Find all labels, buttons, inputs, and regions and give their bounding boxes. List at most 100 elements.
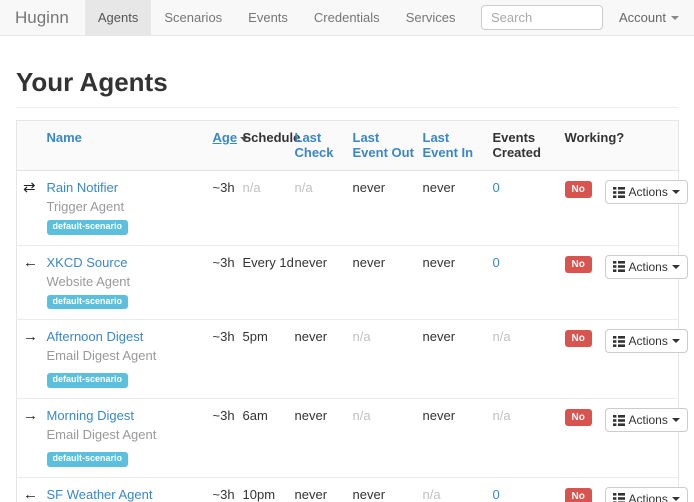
search-input[interactable] (481, 5, 604, 30)
last-event-in-cell: never (418, 398, 489, 478)
account-dropdown[interactable]: Account (619, 10, 679, 25)
nav-item-credentials[interactable]: Credentials (313, 10, 380, 25)
schedule-cell: Every 1d (238, 245, 294, 321)
age-cell: ~3h (208, 319, 239, 400)
actions-label: Actions (628, 334, 668, 349)
chevron-down-icon (671, 264, 680, 269)
nav-item-agents[interactable]: Agents (84, 0, 152, 35)
events-created-cell: n/a (488, 319, 561, 400)
left-arrow-icon: ← (23, 485, 38, 502)
main-nav: Agents Scenarios Events Credentials Serv… (84, 0, 469, 35)
agent-name-link[interactable]: Morning Digest (46, 408, 134, 424)
sort-by-last-event-out-link[interactable]: Last Event Out (352, 130, 414, 160)
sort-by-name-link[interactable]: Name (46, 130, 82, 145)
age-cell: ~3h (208, 170, 239, 246)
last-check-cell: never (290, 477, 349, 502)
exchange-arrows-icon: ⇄ (23, 179, 36, 196)
last-check-cell: never (290, 398, 349, 478)
table-row: ← SF Weather Agent Weather Agent default… (16, 477, 688, 502)
actions-column-header (600, 120, 679, 171)
agent-type-label: Email Digest Agent (46, 348, 157, 364)
working-status-badge: No (564, 181, 592, 198)
last-event-in-cell: never (418, 319, 489, 400)
events-created-column-header: Events Created (488, 120, 561, 171)
account-label: Account (619, 10, 666, 25)
actions-dropdown-button[interactable]: Actions (604, 254, 688, 279)
last-event-out-cell: never (348, 477, 419, 502)
right-arrow-icon: → (23, 407, 38, 425)
list-icon (612, 414, 625, 426)
last-event-out-cell: never (348, 245, 419, 321)
events-created-cell: n/a (488, 398, 561, 478)
agent-name-link[interactable]: SF Weather Agent (46, 486, 153, 502)
events-created-link[interactable]: 0 (492, 254, 500, 270)
scenario-badge[interactable]: default-scenario (46, 373, 129, 389)
scenario-badge[interactable]: default-scenario (46, 294, 129, 310)
last-check-cell: never (290, 245, 349, 321)
sort-by-last-check-link[interactable]: Last Check (294, 130, 334, 160)
scenario-badge[interactable]: default-scenario (46, 219, 129, 235)
last-event-in-cell: never (418, 170, 489, 246)
actions-label: Actions (628, 413, 668, 428)
agent-type-label: Website Agent (46, 273, 131, 289)
schedule-cell: 10pm (238, 477, 291, 502)
chevron-down-icon (671, 339, 680, 344)
actions-dropdown-button[interactable]: Actions (604, 180, 688, 204)
sort-by-last-event-in-link[interactable]: Last Event In (422, 130, 474, 160)
age-cell: ~3h (208, 398, 239, 478)
working-status-badge: No (564, 255, 592, 273)
last-check-cell: n/a (290, 170, 349, 246)
working-column-header: Working? (560, 120, 624, 171)
working-status-badge: No (564, 330, 592, 348)
actions-dropdown-button[interactable]: Actions (604, 486, 688, 502)
events-created-link[interactable]: 0 (492, 486, 500, 502)
agent-type-label: Email Digest Agent (46, 427, 157, 443)
navbar-right: Account (481, 0, 694, 35)
top-navbar: Huginn Agents Scenarios Events Credentia… (0, 0, 694, 36)
working-status-badge: No (564, 487, 592, 502)
actions-dropdown-button[interactable]: Actions (604, 408, 688, 433)
last-check-cell: never (290, 319, 349, 400)
last-event-in-cell: never (418, 245, 489, 321)
right-arrow-icon: → (23, 328, 38, 346)
table-header-row: Name Age Schedule Last Check Last Event … (16, 120, 679, 171)
age-cell: ~3h (208, 245, 239, 321)
chevron-down-icon (671, 15, 679, 20)
last-event-out-cell: n/a (348, 398, 419, 478)
list-icon (612, 261, 625, 273)
actions-dropdown-button[interactable]: Actions (604, 329, 688, 354)
agents-table: Name Age Schedule Last Check Last Event … (16, 120, 688, 502)
icon-column-header (16, 120, 43, 171)
agent-name-link[interactable]: Rain Notifier (46, 180, 119, 195)
last-event-in-cell: n/a (418, 477, 489, 502)
table-row: → Afternoon Digest Email Digest Agent de… (16, 319, 688, 400)
brand-logo[interactable]: Huginn (15, 8, 69, 27)
agent-type-label: Trigger Agent (46, 199, 125, 214)
working-status-badge: No (564, 409, 592, 427)
list-icon (612, 186, 625, 198)
nav-item-events[interactable]: Events (248, 10, 288, 25)
table-row: → Morning Digest Email Digest Agent defa… (16, 398, 688, 478)
divider (16, 107, 678, 108)
events-created-link[interactable]: 0 (492, 180, 500, 195)
list-icon (612, 335, 625, 347)
actions-label: Actions (628, 185, 668, 199)
list-icon (612, 493, 625, 502)
table-row: ⇄ Rain Notifier Trigger Agent default-sc… (16, 170, 688, 246)
page-title: Your Agents (16, 67, 168, 97)
nav-item-services[interactable]: Services (405, 10, 456, 25)
last-event-out-cell: n/a (348, 319, 419, 400)
sort-by-age-link[interactable]: Age (212, 130, 238, 145)
schedule-cell: 6am (238, 398, 291, 478)
agent-name-link[interactable]: Afternoon Digest (46, 329, 144, 345)
nav-item-scenarios[interactable]: Scenarios (164, 10, 223, 25)
last-event-out-cell: never (348, 170, 419, 246)
actions-label: Actions (628, 491, 668, 502)
schedule-cell: n/a (238, 170, 291, 246)
agent-name-link[interactable]: XKCD Source (46, 254, 128, 270)
scenario-badge[interactable]: default-scenario (46, 451, 129, 467)
chevron-down-icon (671, 190, 680, 194)
schedule-column-header: Schedule (238, 120, 300, 171)
chevron-down-icon (671, 418, 680, 423)
table-row: ← XKCD Source Website Agent default-scen… (16, 245, 688, 321)
